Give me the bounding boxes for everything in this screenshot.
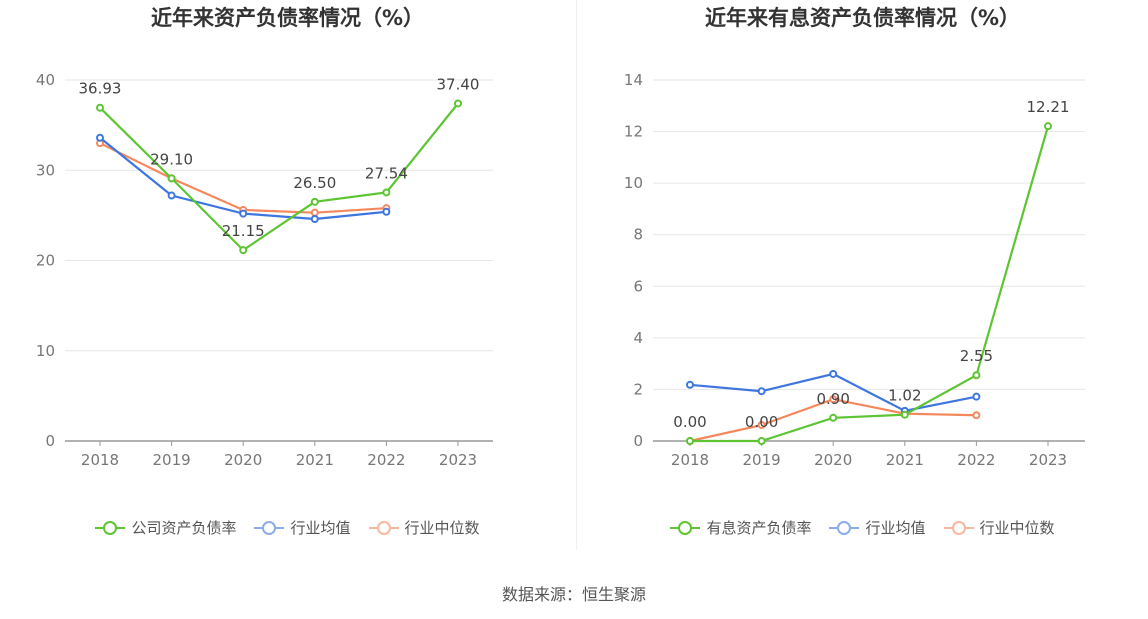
legend-label: 行业均值 <box>290 519 351 537</box>
data-point <box>96 133 104 142</box>
x-tick-label: 2019 <box>153 451 191 469</box>
data-point <box>972 371 981 380</box>
data-label: 26.50 <box>293 174 336 192</box>
y-tick-label: 0 <box>633 432 643 450</box>
data-point <box>1044 122 1052 131</box>
data-label: 0.00 <box>673 413 706 431</box>
series-line <box>99 142 387 214</box>
panel-divider <box>576 0 577 550</box>
chart-panel-interest-liability: 近年来有息资产负债率情况（%） 0 2 4 6 8 10 12 14 2018 2019 2020 2… <box>577 0 1148 555</box>
y-tick-label: 2 <box>633 380 643 398</box>
data-label: 1.02 <box>888 387 921 405</box>
legend-swatch-icon <box>95 520 126 535</box>
x-tick-label: 2020 <box>814 451 852 469</box>
data-point <box>310 208 319 217</box>
data-label: 29.10 <box>150 150 193 168</box>
data-point <box>757 437 766 445</box>
y-tick-label: 40 <box>36 71 55 89</box>
data-label: 2.55 <box>960 347 993 365</box>
series-line <box>690 125 1050 443</box>
data-point <box>239 246 248 255</box>
data-point <box>757 387 766 396</box>
x-tick-label: 2020 <box>224 451 262 469</box>
y-tick-label: 8 <box>633 226 643 244</box>
legend-label: 有息资产负债率 <box>706 519 812 537</box>
chart-legend: 公司资产负债率 行业均值 行业中位数 <box>0 517 575 538</box>
x-tick-label: 2022 <box>367 451 405 469</box>
x-tick-label: 2023 <box>439 451 477 469</box>
data-point <box>382 207 391 216</box>
legend-swatch-icon <box>254 520 285 535</box>
legend-swatch-icon <box>829 520 860 535</box>
y-tick-label: 6 <box>633 277 643 295</box>
data-label: 36.93 <box>79 80 122 98</box>
chart-title: 近年来有息资产负债率情况（%） <box>704 6 1021 30</box>
legend-swatch-icon <box>368 520 399 535</box>
chart-legend: 有息资产负债率 行业均值 行业中位数 <box>577 517 1148 538</box>
data-point <box>167 174 176 183</box>
x-tick-label: 2022 <box>957 451 995 469</box>
legend-item[interactable]: 行业中位数 <box>943 517 1055 538</box>
legend-label: 公司资产负债率 <box>131 519 237 537</box>
data-point <box>829 395 838 404</box>
legend-label: 行业均值 <box>865 519 926 537</box>
legend-item[interactable]: 行业均值 <box>254 517 351 538</box>
data-label: 21.15 <box>222 222 265 240</box>
x-tick-label: 2021 <box>886 451 924 469</box>
series-line <box>99 102 459 252</box>
x-tick-label: 2021 <box>296 451 334 469</box>
y-tick-label: 14 <box>624 71 643 89</box>
x-tick-label: 2018 <box>81 451 119 469</box>
y-tick-label: 20 <box>36 252 55 270</box>
y-tick-label: 4 <box>633 329 643 347</box>
data-point <box>310 197 319 206</box>
x-tick-label: 2023 <box>1029 451 1067 469</box>
chart-panel-asset-liability: 近年来资产负债率情况（%） 0 10 20 30 40 2018 2019 2020 2021 2… <box>0 0 575 555</box>
data-label: 27.54 <box>365 164 408 182</box>
data-label: 37.40 <box>437 75 480 93</box>
chart-title: 近年来资产负债率情况（%） <box>150 6 425 30</box>
legend-item[interactable]: 公司资产负债率 <box>95 517 236 538</box>
data-label: 0.00 <box>745 413 778 431</box>
y-tick-label: 30 <box>36 161 55 179</box>
line-chart-asset-liability: 0 10 20 30 40 2018 2019 2020 2021 2022 2023 36.93 29… <box>36 71 493 469</box>
data-point <box>454 99 462 108</box>
x-tick-label: 2019 <box>743 451 781 469</box>
legend-label: 行业中位数 <box>404 519 480 537</box>
y-tick-label: 10 <box>624 174 643 192</box>
legend-swatch-icon <box>943 520 974 535</box>
data-point <box>96 103 104 112</box>
data-label: 12.21 <box>1027 98 1070 116</box>
data-point <box>686 437 694 445</box>
line-chart-interest-liability: 0 2 4 6 8 10 12 14 2018 2019 2020 2021 2022 2023 0.00 0… <box>624 71 1085 469</box>
data-point <box>900 410 909 419</box>
data-point <box>972 392 981 401</box>
y-tick-label: 12 <box>624 123 643 141</box>
y-tick-label: 10 <box>36 342 55 360</box>
data-point <box>686 380 694 389</box>
legend-item[interactable]: 有息资产负债率 <box>670 517 811 538</box>
x-tick-label: 2018 <box>671 451 709 469</box>
legend-swatch-icon <box>670 520 701 535</box>
data-label: 0.90 <box>816 390 849 408</box>
legend-label: 行业中位数 <box>979 519 1055 537</box>
data-point <box>757 421 766 430</box>
data-point <box>239 209 248 218</box>
y-tick-label: 0 <box>45 432 55 450</box>
data-point <box>310 214 319 223</box>
data-point <box>167 191 176 200</box>
data-point <box>829 369 838 378</box>
data-point <box>829 413 838 422</box>
data-source: 数据来源：恒生聚源 <box>501 585 646 604</box>
legend-item[interactable]: 行业均值 <box>829 517 926 538</box>
legend-item[interactable]: 行业中位数 <box>368 517 480 538</box>
data-point <box>972 411 981 420</box>
data-point <box>382 188 391 197</box>
